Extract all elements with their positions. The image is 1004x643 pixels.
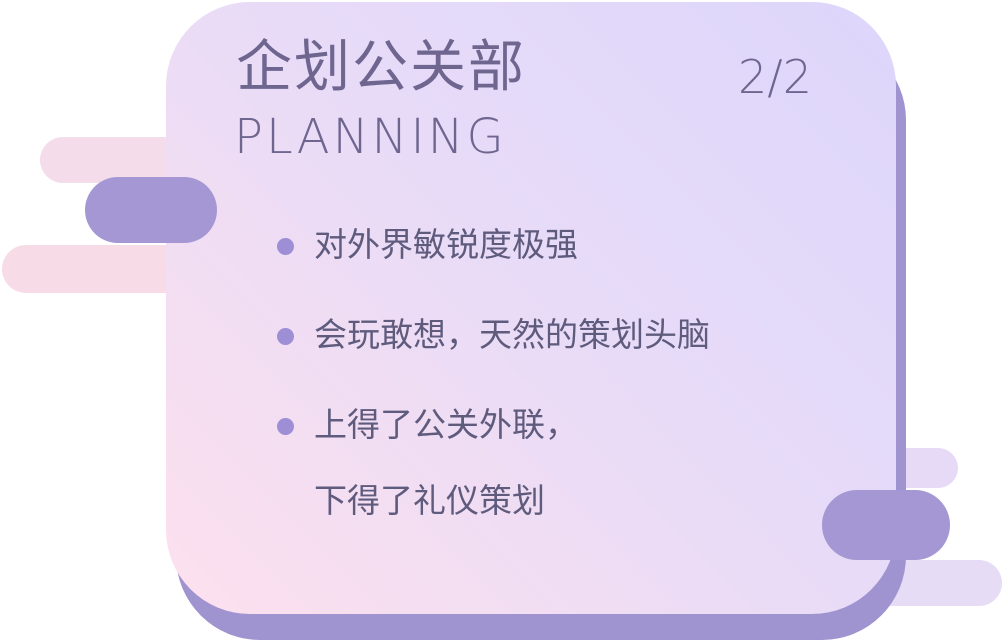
list-item: 会玩敢想，天然的策划头脑 [274, 312, 710, 358]
card-title: 企划公关部 [236, 35, 526, 100]
decorative-cloud-accent [85, 177, 217, 243]
info-card [166, 2, 896, 614]
decorative-cloud-accent [822, 490, 950, 560]
card-subtitle: PLANNING [234, 109, 507, 165]
list-item: 对外界敏锐度极强 [274, 222, 710, 268]
bullet-dot-icon [277, 328, 294, 345]
page-indicator: 2/2 [738, 50, 813, 104]
list-item-text: 对外界敏锐度极强 [314, 225, 578, 264]
list-item-text: 上得了公关外联， [314, 405, 578, 444]
bullet-list: 对外界敏锐度极强 会玩敢想，天然的策划头脑 上得了公关外联， 下得了礼仪策划 [274, 222, 710, 568]
bullet-dot-icon [277, 238, 294, 255]
list-item-text: 下得了礼仪策划 [314, 481, 545, 520]
list-item: 上得了公关外联， 下得了礼仪策划 [274, 402, 710, 524]
list-item-text: 会玩敢想，天然的策划头脑 [314, 315, 710, 354]
bullet-dot-icon [277, 418, 294, 435]
